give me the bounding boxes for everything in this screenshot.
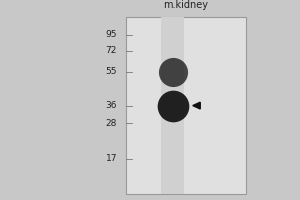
Text: 72: 72 [106, 46, 117, 55]
Text: 55: 55 [106, 67, 117, 76]
Bar [161, 17, 184, 194]
Text: 28: 28 [106, 119, 117, 128]
Bar [126, 17, 246, 194]
Point [170, 70, 175, 73]
Text: m.kidney: m.kidney [164, 0, 208, 10]
Text: 95: 95 [106, 30, 117, 39]
Text: 17: 17 [106, 154, 117, 163]
Point [170, 104, 175, 107]
Text: 36: 36 [106, 101, 117, 110]
Polygon shape [193, 102, 200, 109]
